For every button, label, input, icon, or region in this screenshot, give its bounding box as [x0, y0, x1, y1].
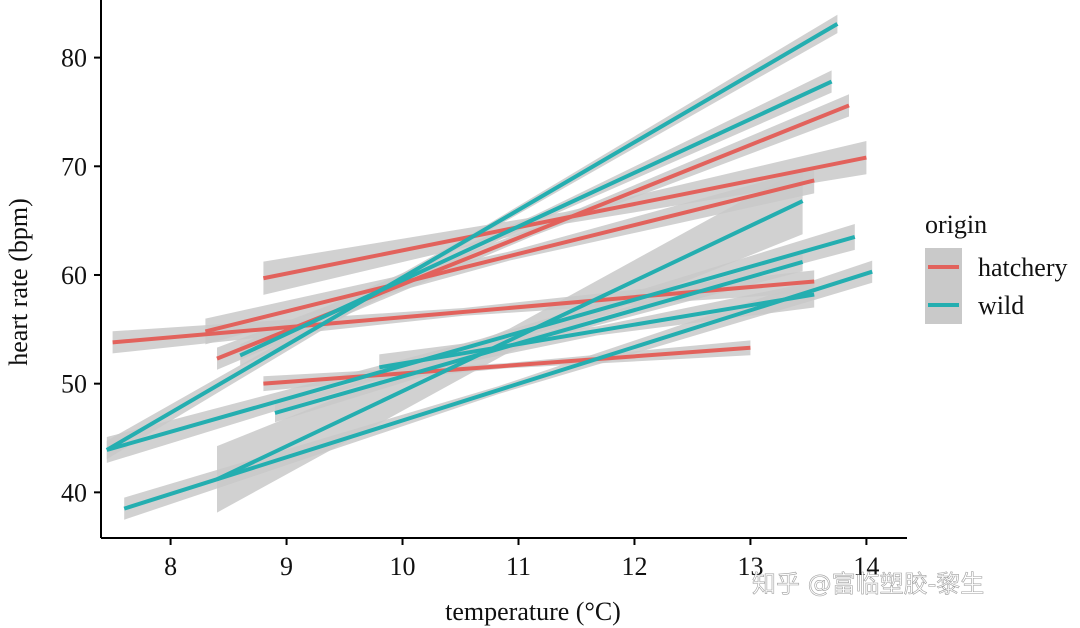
x-tick-label: 9 [280, 552, 293, 581]
x-axis-ticks: 8 9 10 11 12 13 14 [164, 538, 879, 581]
axes [100, 0, 907, 539]
regression-line-wild [106, 235, 856, 452]
y-axis-title: heart rate (bpm) [4, 198, 33, 365]
confidence-ribbons [106, 14, 873, 520]
y-tick-label: 60 [61, 261, 87, 290]
regression-line-wild [105, 22, 839, 452]
regression-lines [105, 22, 873, 511]
x-axis-title: temperature (°C) [445, 597, 621, 626]
regression-line-wild [216, 199, 804, 482]
legend-label-wild: wild [978, 291, 1024, 320]
regression-line-wild [239, 79, 833, 358]
legend-title: origin [925, 210, 987, 239]
legend-label-hatchery: hatchery [978, 253, 1068, 282]
regression-line-wild [274, 260, 804, 415]
y-axis-ticks: 40 50 60 70 80 [61, 44, 101, 507]
x-tick-label: 14 [853, 552, 879, 581]
legend: origin hatchery wild [925, 210, 1068, 324]
regression-line-hatchery [204, 178, 815, 334]
x-tick-label: 11 [506, 552, 531, 581]
regression-line-wild [379, 292, 815, 370]
x-tick-label: 10 [390, 552, 416, 581]
watermark: 知乎 @富临塑胶-黎生 [752, 570, 984, 598]
y-tick-label: 70 [61, 152, 87, 181]
regression-line-wild [123, 269, 873, 511]
y-tick-label: 80 [61, 44, 87, 73]
x-tick-label: 8 [164, 552, 177, 581]
x-tick-label: 12 [621, 552, 647, 581]
regression-line-hatchery [262, 155, 867, 281]
y-tick-label: 40 [61, 478, 87, 507]
y-tick-label: 50 [61, 370, 87, 399]
regression-line-hatchery [263, 345, 751, 386]
x-tick-label: 13 [737, 552, 763, 581]
